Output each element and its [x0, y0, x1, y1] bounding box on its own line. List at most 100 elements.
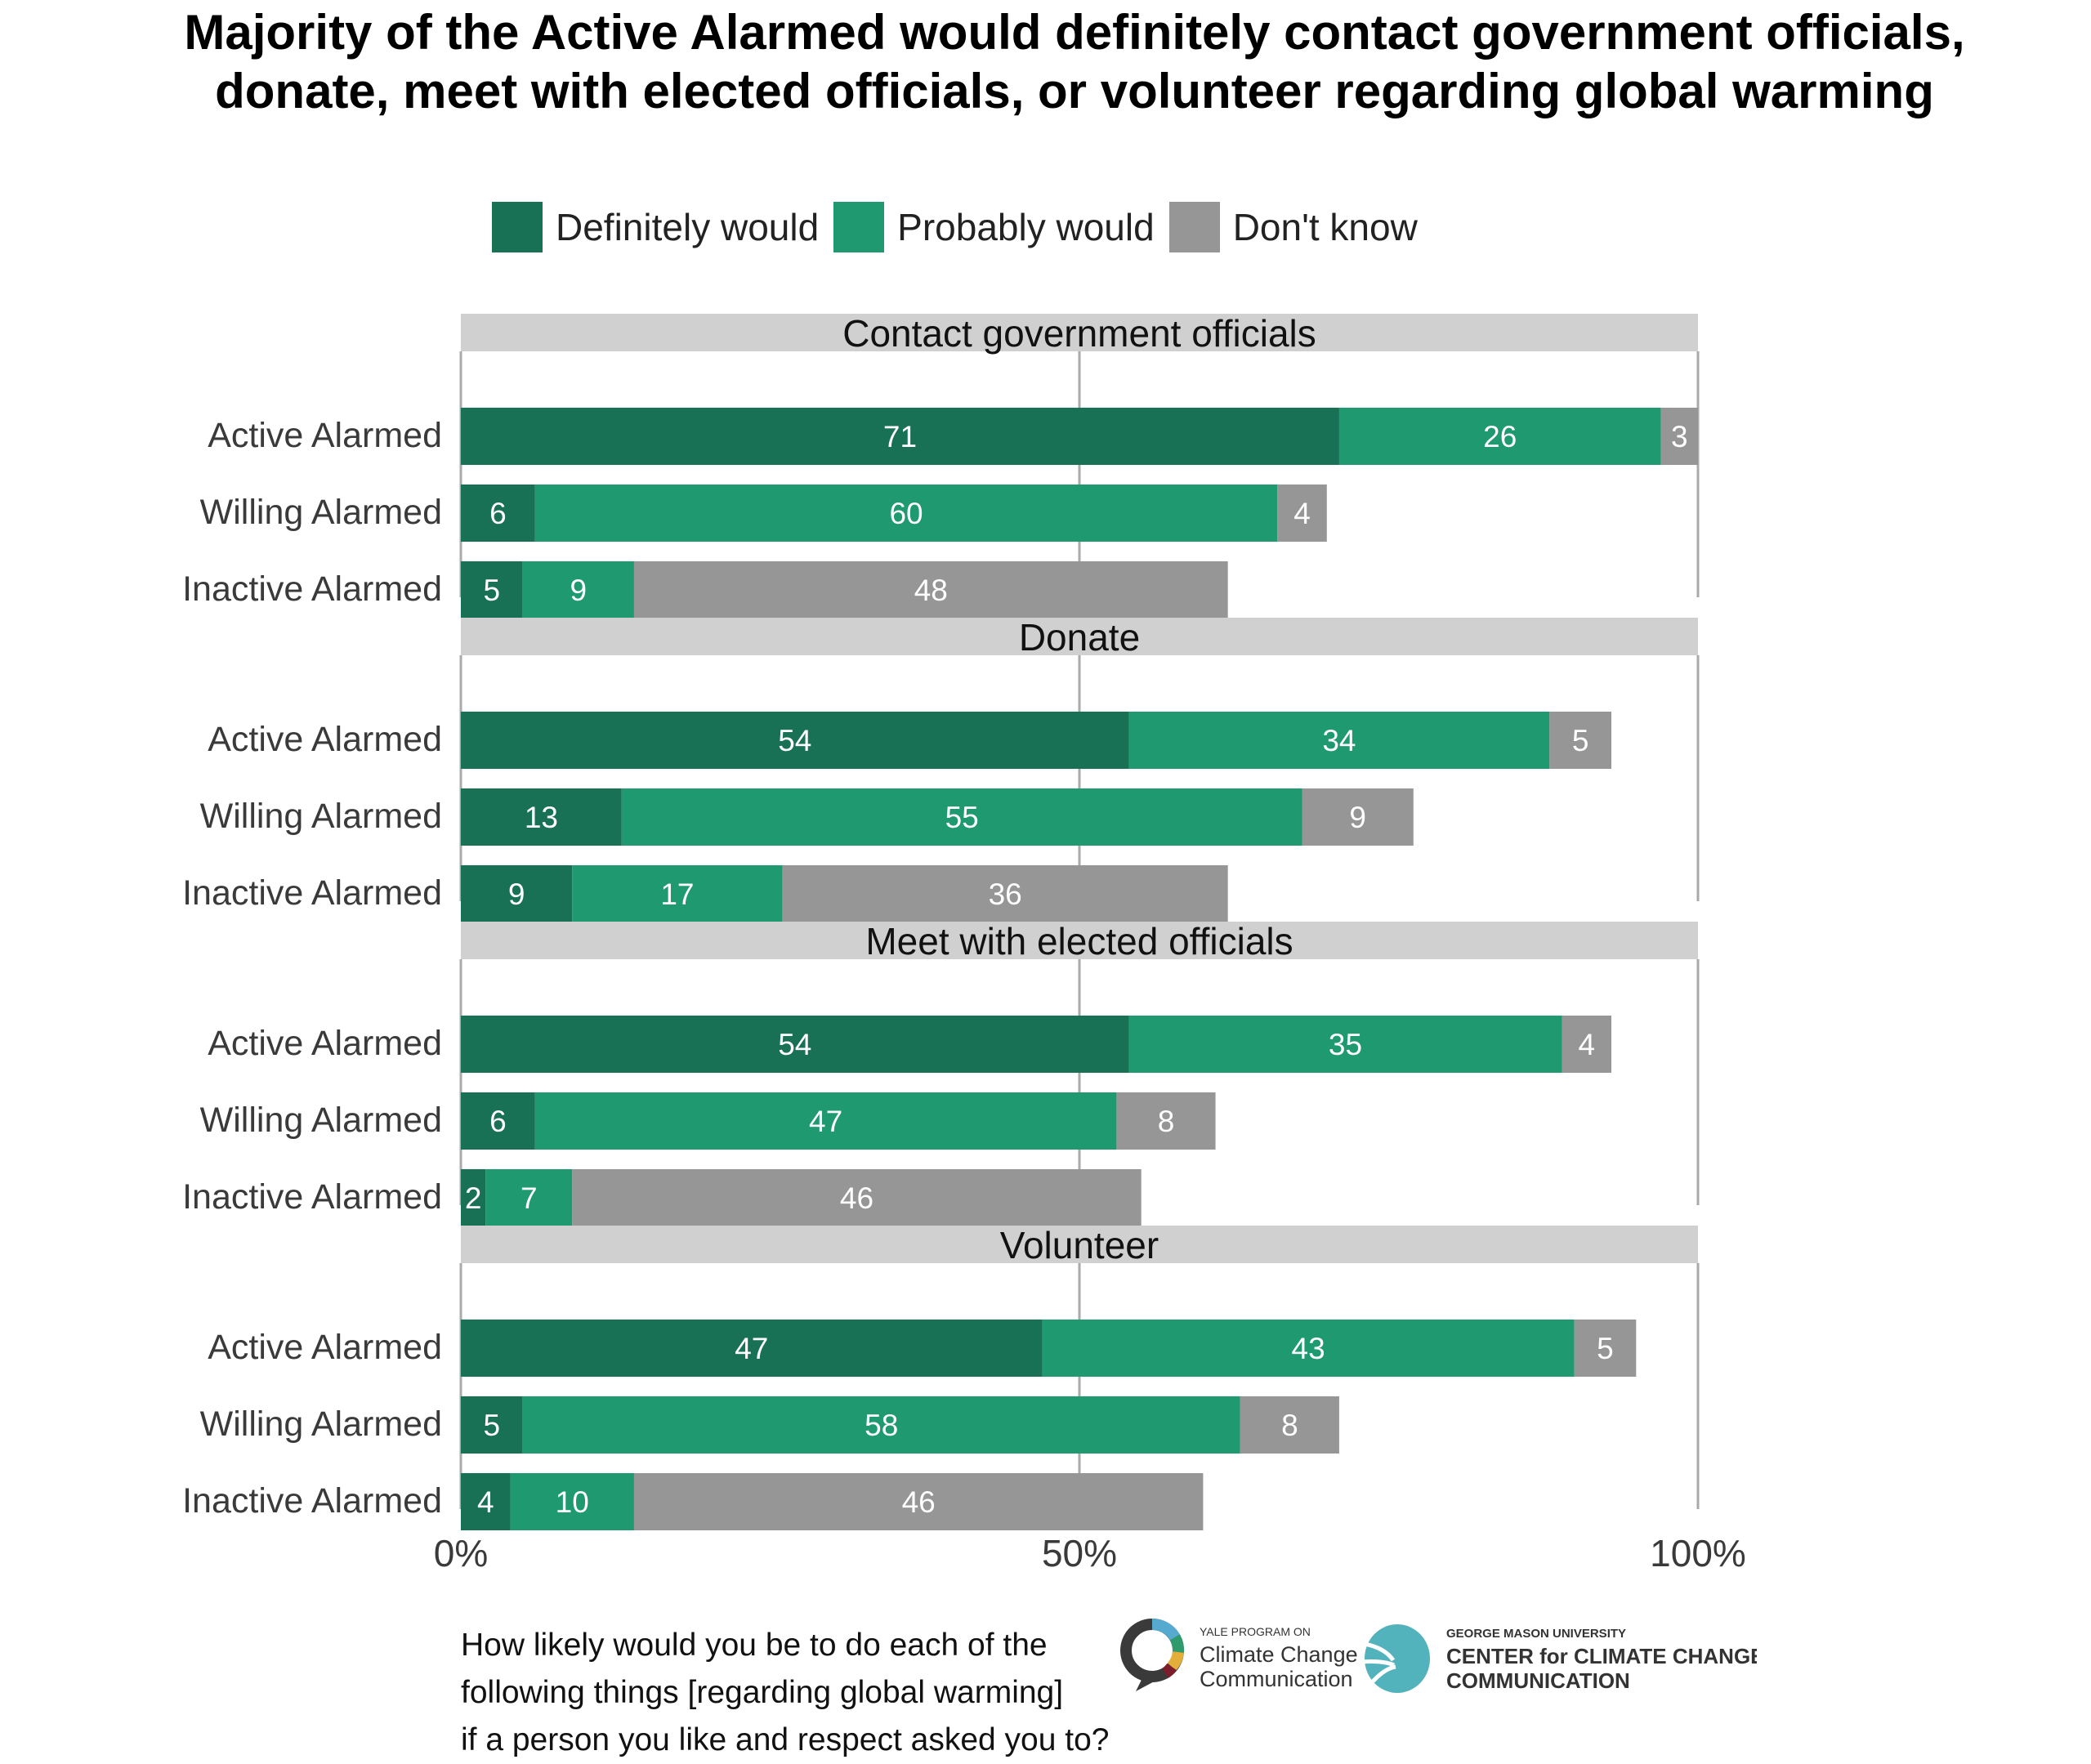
- title-line-1: Majority of the Active Alarmed would def…: [184, 5, 1965, 60]
- data-label: 36: [989, 878, 1022, 911]
- panel-strip: [461, 922, 1698, 959]
- data-label: 35: [1329, 1028, 1362, 1061]
- panel-title: Volunteer: [1000, 1224, 1159, 1266]
- caption-line: How likely would you be to do each of th…: [461, 1628, 1048, 1663]
- category-label: Inactive Alarmed: [182, 873, 442, 913]
- data-label: 5: [1572, 724, 1589, 757]
- data-label: 13: [525, 801, 558, 834]
- category-label: Inactive Alarmed: [182, 1481, 442, 1521]
- logos: YALE PROGRAM ON Climate Change Communica…: [1120, 1618, 1757, 1693]
- legend-label: Don't know: [1232, 206, 1418, 248]
- category-label: Inactive Alarmed: [182, 1177, 442, 1217]
- bar-segment: [1660, 408, 1698, 465]
- data-label: 43: [1292, 1332, 1325, 1365]
- data-label: 7: [521, 1181, 538, 1215]
- panel-title: Meet with elected officials: [865, 920, 1293, 962]
- gmu-line-2: COMMUNICATION: [1446, 1668, 1630, 1693]
- category-label: Willing Alarmed: [200, 1405, 442, 1444]
- data-label: 6: [489, 497, 507, 530]
- bar-segment: [1116, 1092, 1216, 1150]
- category-label: Willing Alarmed: [200, 1101, 442, 1140]
- bar-segment: [461, 485, 535, 542]
- data-label: 4: [477, 1485, 494, 1519]
- category-label: Willing Alarmed: [200, 797, 442, 836]
- data-label: 4: [1578, 1028, 1595, 1061]
- bar-segment: [461, 1016, 1129, 1073]
- yale-logo-icon: [1120, 1618, 1185, 1691]
- data-label: 54: [778, 1028, 811, 1061]
- legend-label: Definitely would: [556, 206, 820, 248]
- bar-segment: [510, 1473, 634, 1530]
- legend-swatch: [1167, 200, 1222, 254]
- data-label: 2: [465, 1181, 482, 1215]
- bar-segment: [485, 1169, 573, 1226]
- category-label: Active Alarmed: [208, 1328, 442, 1367]
- data-label: 5: [1597, 1332, 1614, 1365]
- data-label: 34: [1322, 724, 1356, 757]
- data-label: 60: [889, 497, 923, 530]
- legend-label: Probably would: [897, 206, 1155, 248]
- bar-segment: [1042, 1320, 1575, 1377]
- bar-segment: [633, 561, 1228, 619]
- panel-strip: [461, 618, 1698, 655]
- legend-item-probably: Probably would: [832, 200, 1155, 254]
- bar-segment: [1240, 1396, 1339, 1454]
- chart-title: Majority of the Active Alarmed would def…: [0, 3, 2091, 121]
- bar-segment: [1277, 485, 1327, 542]
- data-label: 48: [914, 574, 948, 607]
- title-line-2: donate, meet with elected officials, or …: [215, 64, 1934, 118]
- category-label: Inactive Alarmed: [182, 569, 442, 609]
- bar-segment: [461, 408, 1339, 465]
- bar-segment: [461, 1092, 535, 1150]
- panel-strip: [461, 314, 1698, 351]
- bar-segment: [461, 865, 573, 922]
- data-label: 46: [902, 1485, 936, 1519]
- bar-segment: [461, 1320, 1043, 1377]
- x-tick-label: 50%: [1042, 1532, 1117, 1574]
- data-label: 54: [778, 724, 811, 757]
- gmu-line-1: CENTER for CLIMATE CHANGE: [1446, 1644, 1757, 1668]
- data-label: 9: [570, 574, 588, 607]
- legend-item-dont-know: Don't know: [1167, 200, 1418, 254]
- caption-line: if a person you like and respect asked y…: [461, 1722, 1110, 1757]
- bar-segment: [1574, 1320, 1637, 1377]
- data-label: 55: [945, 801, 979, 834]
- legend-item-definitely: Definitely would: [490, 200, 819, 254]
- bar-segment: [1128, 1016, 1562, 1073]
- data-label: 46: [840, 1181, 873, 1215]
- panel-strip: [461, 1226, 1698, 1263]
- bar-segment: [572, 865, 783, 922]
- data-label: 9: [508, 878, 525, 911]
- bar-segment: [461, 1169, 486, 1226]
- data-label: 9: [1349, 801, 1366, 834]
- yale-line-2: Communication: [1200, 1667, 1353, 1691]
- bar-segment: [633, 1473, 1204, 1530]
- bar-segment: [534, 1092, 1117, 1150]
- bar-segment: [1549, 712, 1612, 769]
- gmu-small-text: GEORGE MASON UNIVERSITY: [1446, 1627, 1626, 1641]
- category-label: Willing Alarmed: [200, 493, 442, 532]
- bar-segment: [1302, 788, 1414, 846]
- data-label: 10: [556, 1485, 589, 1519]
- data-label: 4: [1293, 497, 1311, 530]
- bar-segment: [782, 865, 1228, 922]
- data-label: 5: [484, 1409, 501, 1442]
- bar-segment: [461, 1396, 523, 1454]
- question-caption: How likely would you be to do each of th…: [461, 1622, 1109, 1764]
- x-tick-label: 100%: [1650, 1532, 1746, 1574]
- data-label: 8: [1158, 1105, 1175, 1138]
- bar-segment: [522, 561, 634, 619]
- caption-line: following things [regarding global warmi…: [461, 1675, 1064, 1710]
- data-label: 47: [735, 1332, 768, 1365]
- legend-swatch: [490, 200, 544, 254]
- bar-segment: [1338, 408, 1661, 465]
- data-label: 47: [809, 1105, 842, 1138]
- data-label: 6: [489, 1105, 507, 1138]
- legend-swatch: [832, 200, 887, 254]
- bar-segment: [1128, 712, 1550, 769]
- category-label: Active Alarmed: [208, 1024, 442, 1063]
- data-label: 8: [1281, 1409, 1298, 1442]
- bar-segment: [461, 712, 1129, 769]
- data-label: 17: [660, 878, 694, 911]
